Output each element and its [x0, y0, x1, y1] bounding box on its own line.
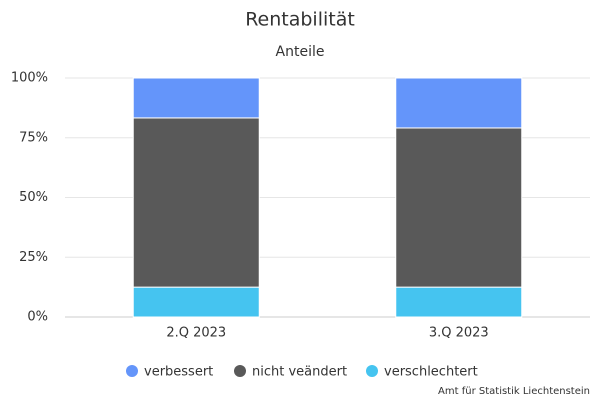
bar-segment: [395, 127, 523, 288]
y-tick-label: 100%: [11, 71, 48, 86]
credit: Amt für Statistik Liechtenstein: [438, 386, 590, 397]
bar-segment: [395, 286, 523, 318]
y-tick-label: 50%: [19, 190, 48, 205]
legend-marker: [366, 365, 378, 377]
x-tick-label: 2.Q 2023: [166, 326, 226, 341]
legend-marker: [126, 365, 138, 377]
bar-segment: [132, 117, 260, 288]
legend-marker: [234, 365, 246, 377]
legend-label: verschlechtert: [384, 365, 478, 380]
bar-segment: [395, 77, 523, 129]
legend-label: nicht veändert: [252, 365, 347, 380]
chart-subtitle: Anteile: [276, 44, 325, 60]
y-tick-label: 75%: [19, 130, 48, 145]
legend-label: verbessert: [144, 365, 213, 380]
y-tick-label: 0%: [27, 310, 48, 325]
bar-segment: [132, 286, 260, 318]
x-tick-label: 3.Q 2023: [429, 326, 489, 341]
chart-title: Rentabilität: [245, 9, 355, 31]
bar-segment: [132, 77, 260, 119]
y-tick-label: 25%: [19, 250, 48, 265]
